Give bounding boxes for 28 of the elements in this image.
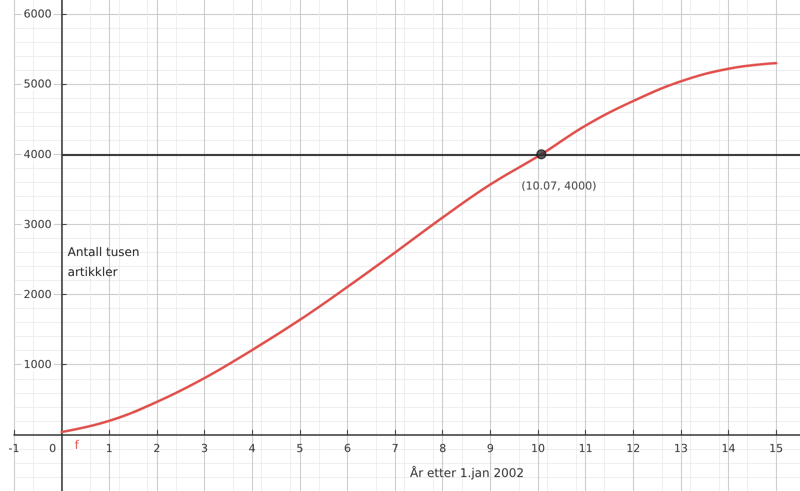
x-tick-label: 0 — [49, 442, 56, 455]
x-tick-label: 6 — [344, 442, 351, 455]
x-tick-label: 14 — [722, 442, 736, 455]
x-tick-label: 1 — [106, 442, 113, 455]
annotation: (10.07, 4000) — [521, 179, 596, 192]
y-tick-label: 6000 — [24, 8, 52, 21]
y-tick-label: 4000 — [24, 148, 52, 161]
x-tick-label: 3 — [201, 442, 208, 455]
y-tick-label: 1000 — [24, 358, 52, 372]
y-tick-label: 5000 — [24, 78, 52, 91]
x-tick-label: 15 — [769, 442, 784, 455]
y-tick-label: 2000 — [24, 288, 52, 302]
x-tick-label: 12 — [626, 442, 640, 455]
x-tick-label: 10 — [531, 442, 545, 455]
y-tick-label: 3000 — [24, 218, 52, 231]
y-axis-title: Antall tusen artikkler — [68, 245, 144, 279]
x-tick-label: 5 — [296, 442, 304, 455]
x-tick-label: 8 — [439, 442, 446, 455]
x-tick-label: 7 — [392, 442, 399, 455]
x-tick-label: 9 — [486, 442, 494, 455]
x-tick-label: 13 — [674, 442, 688, 455]
line-series — [60, 62, 778, 434]
x-axis-title: År etter 1.jan 2002 — [410, 464, 524, 480]
x-tick-label: 2 — [153, 442, 160, 455]
x-tick-label: 11 — [578, 442, 593, 455]
x-tick-label: -1 — [8, 442, 20, 455]
x-tick-label: 4 — [248, 442, 256, 455]
series-label: f — [74, 438, 80, 452]
